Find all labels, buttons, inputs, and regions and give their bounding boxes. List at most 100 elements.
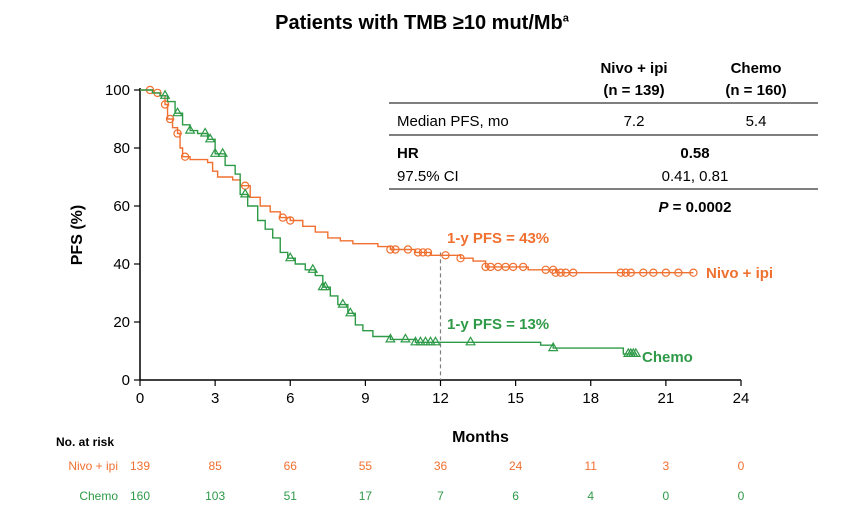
nivo-ipi-censor-mark <box>508 262 518 272</box>
x-tick-label: 0 <box>136 390 144 407</box>
at-risk-value: 7 <box>437 489 444 503</box>
chemo-censor-mark <box>547 341 559 352</box>
y-tick-label: 0 <box>122 372 130 389</box>
table-header-nivo-ipi-n: (n = 139) <box>603 82 664 99</box>
ci-value: 0.41, 0.81 <box>662 168 729 185</box>
nivo-ipi-censor-mark <box>556 268 565 277</box>
median-pfs-label: Median PFS, mo <box>397 113 509 130</box>
nivo-ipi-censor-mark <box>551 268 560 277</box>
chemo-censor-mark <box>307 263 319 273</box>
chemo-censor-mark <box>410 336 421 346</box>
nivo-ipi-censor-mark <box>391 245 400 254</box>
ci-label: 97.5% CI <box>397 168 459 185</box>
at-risk-value: 51 <box>284 489 298 503</box>
x-tick-label: 18 <box>582 390 599 407</box>
chemo-censor-mark <box>345 307 356 317</box>
at-risk-row-label: Chemo <box>79 489 118 503</box>
nivo-ipi-censor-mark <box>386 245 395 254</box>
nivo-ipi-censor-mark <box>626 268 636 277</box>
table-header-chemo: Chemo <box>731 60 782 77</box>
chemo-censor-mark <box>199 127 211 137</box>
x-tick-label: 6 <box>286 390 294 407</box>
at-risk-value: 6 <box>512 489 519 503</box>
chart-title-footnote: a <box>562 12 569 25</box>
at-risk-row-label: Nivo + ipi <box>68 459 118 473</box>
nivo-ipi-censor-mark <box>689 268 698 277</box>
chemo-censor-mark <box>319 280 331 291</box>
chemo-censor-mark <box>159 89 171 99</box>
chemo-censor-mark <box>217 147 228 157</box>
chemo-censor-mark <box>415 336 426 346</box>
at-risk-value: 66 <box>284 459 298 473</box>
nivo-ipi-censor-mark <box>674 268 683 277</box>
nivo-ipi-censor-mark <box>616 268 626 277</box>
chemo-1y-pfs-annotation: 1-y PFS = 13% <box>447 316 549 333</box>
y-tick-label: 40 <box>113 256 130 273</box>
at-risk-value: 0 <box>738 459 745 473</box>
hr-label: HR <box>397 145 419 162</box>
nivo-ipi-censor-mark <box>518 262 528 272</box>
x-tick-label: 15 <box>507 390 524 407</box>
hr-value: 0.58 <box>680 145 709 162</box>
at-risk-value: 17 <box>359 489 373 503</box>
chemo-censor-mark <box>209 147 221 157</box>
nivo-ipi-censor-mark <box>621 268 631 277</box>
chart-title: Patients with TMB ≥10 mut/Mba <box>0 12 844 35</box>
table-header-nivo-ipi: Nivo + ipi <box>600 60 667 77</box>
nivo-ipi-censor-mark <box>649 268 658 277</box>
chemo-censor-mark <box>420 336 431 346</box>
at-risk-title: No. at risk <box>56 435 114 449</box>
at-risk-value: 11 <box>585 459 598 473</box>
y-tick-label: 80 <box>113 140 130 157</box>
at-risk-value: 3 <box>663 459 670 473</box>
at-risk-value: 24 <box>509 459 523 473</box>
at-risk-value: 36 <box>434 459 448 473</box>
p-value-number: = 0.0002 <box>669 199 732 216</box>
chemo-censor-mark <box>465 336 476 346</box>
chemo-km-curve <box>140 89 636 355</box>
chemo-end-label: Chemo <box>642 349 693 366</box>
nivo-ipi-end-label: Nivo + ipi <box>706 265 773 282</box>
chemo-censor-mark <box>337 298 349 308</box>
y-tick-label: 60 <box>113 198 130 215</box>
table-header-chemo-n: (n = 160) <box>725 82 786 99</box>
chemo-censor-mark <box>184 124 196 134</box>
x-tick-label: 21 <box>658 390 675 407</box>
nivo-ipi-censor-mark <box>160 100 170 109</box>
nivo-ipi-1y-pfs-annotation: 1-y PFS = 43% <box>447 230 549 247</box>
chemo-censor-mark <box>239 188 251 198</box>
y-tick-label: 100 <box>105 82 130 99</box>
y-tick-label: 20 <box>113 314 130 331</box>
chemo-censor-mark <box>172 106 183 117</box>
nivo-ipi-censor-mark <box>180 152 190 161</box>
p-value: P = 0.0002 <box>659 199 732 216</box>
median-pfs-chemo: 5.4 <box>746 113 767 130</box>
at-risk-value: 103 <box>205 489 225 503</box>
nivo-ipi-censor-mark <box>165 114 175 124</box>
chemo-censor-mark <box>400 333 411 343</box>
nivo-ipi-censor-mark <box>661 268 671 277</box>
x-tick-label: 12 <box>432 390 449 407</box>
nivo-ipi-censor-mark <box>403 245 413 254</box>
nivo-ipi-censor-mark <box>173 129 182 138</box>
median-pfs-nivo-ipi: 7.2 <box>624 113 645 130</box>
nivo-ipi-censor-mark <box>278 213 287 222</box>
x-tick-label: 24 <box>733 390 750 407</box>
nivo-ipi-censor-mark <box>418 248 428 257</box>
chemo-censor-mark <box>284 251 296 262</box>
p-value-symbol: P <box>659 199 670 216</box>
nivo-ipi-censor-mark <box>569 268 578 277</box>
nivo-ipi-censor-mark <box>456 254 465 263</box>
x-tick-label: 9 <box>361 390 369 407</box>
chemo-censor-mark <box>630 347 642 357</box>
at-risk-value: 0 <box>738 489 745 503</box>
at-risk-value: 85 <box>208 459 222 473</box>
x-tick-label: 3 <box>211 390 219 407</box>
chemo-censor-mark <box>385 333 396 343</box>
nivo-ipi-censor-mark <box>413 248 423 257</box>
chemo-censor-mark <box>204 133 216 143</box>
chemo-censor-mark <box>430 336 441 346</box>
nivo-ipi-censor-mark <box>286 216 295 225</box>
